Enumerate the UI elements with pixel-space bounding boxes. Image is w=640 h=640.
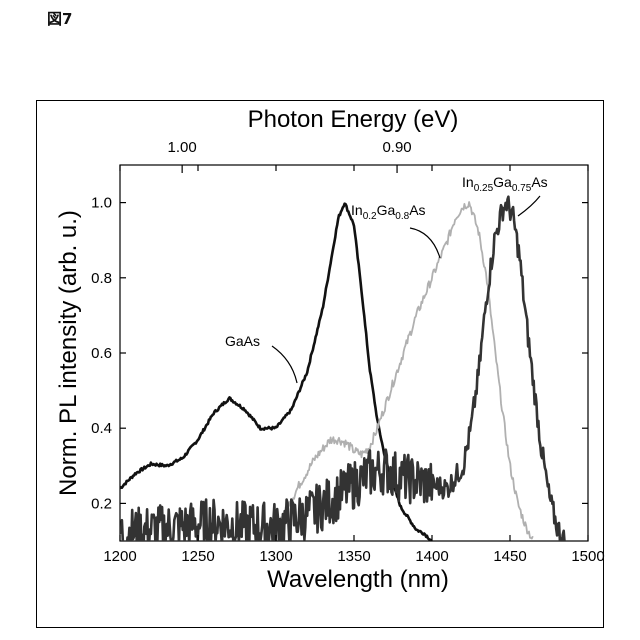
y-tick-label: 0.8 — [91, 270, 112, 287]
y-tick-label: 0.6 — [91, 345, 112, 362]
in025-leader-line — [518, 196, 540, 216]
gaas-leader-line — [272, 346, 297, 383]
series-label-in02ga08as: In0.2Ga0.8As — [351, 202, 426, 222]
top-tick-label: 1.00 — [168, 139, 197, 156]
series-label-gaas: GaAs — [225, 333, 260, 349]
x-tick-label: 1200 — [103, 548, 136, 565]
y-axis-title: Norm. PL intensity (arb. u.) — [55, 210, 82, 496]
x-tick-label: 1450 — [493, 548, 526, 565]
pl-chart: 1200 1250 1300 1350 1400 1450 1500 0.2 0.4 0.6 0.8… — [0, 0, 640, 640]
label-element: As — [531, 174, 547, 190]
in02-leader-line — [410, 228, 440, 258]
label-element: As — [409, 202, 425, 218]
label-element: In — [462, 174, 474, 190]
x-tick-label: 1400 — [415, 548, 448, 565]
top-tick-label: 0.90 — [382, 139, 411, 156]
label-subscript: 0.75 — [512, 183, 532, 194]
label-subscript: 0.8 — [395, 211, 409, 222]
label-subscript: 0.2 — [363, 211, 377, 222]
top-axis-title: Photon Energy (eV) — [248, 106, 459, 133]
label-element: Ga — [377, 202, 396, 218]
series-label-in025ga075as: In0.25Ga0.75As — [462, 174, 548, 194]
x-tick-label: 1500 — [571, 548, 604, 565]
label-element: In — [351, 202, 363, 218]
y-tick-label: 0.2 — [91, 495, 112, 512]
y-tick-label: 1.0 — [91, 195, 112, 212]
x-tick-label: 1250 — [181, 548, 214, 565]
x-axis-title: Wavelength (nm) — [267, 566, 449, 593]
label-element: Ga — [493, 174, 512, 190]
label-subscript: 0.25 — [474, 183, 494, 194]
x-tick-label: 1350 — [337, 548, 370, 565]
series-line-1 — [120, 204, 432, 541]
y-tick-label: 0.4 — [91, 420, 112, 437]
x-tick-label: 1300 — [259, 548, 292, 565]
